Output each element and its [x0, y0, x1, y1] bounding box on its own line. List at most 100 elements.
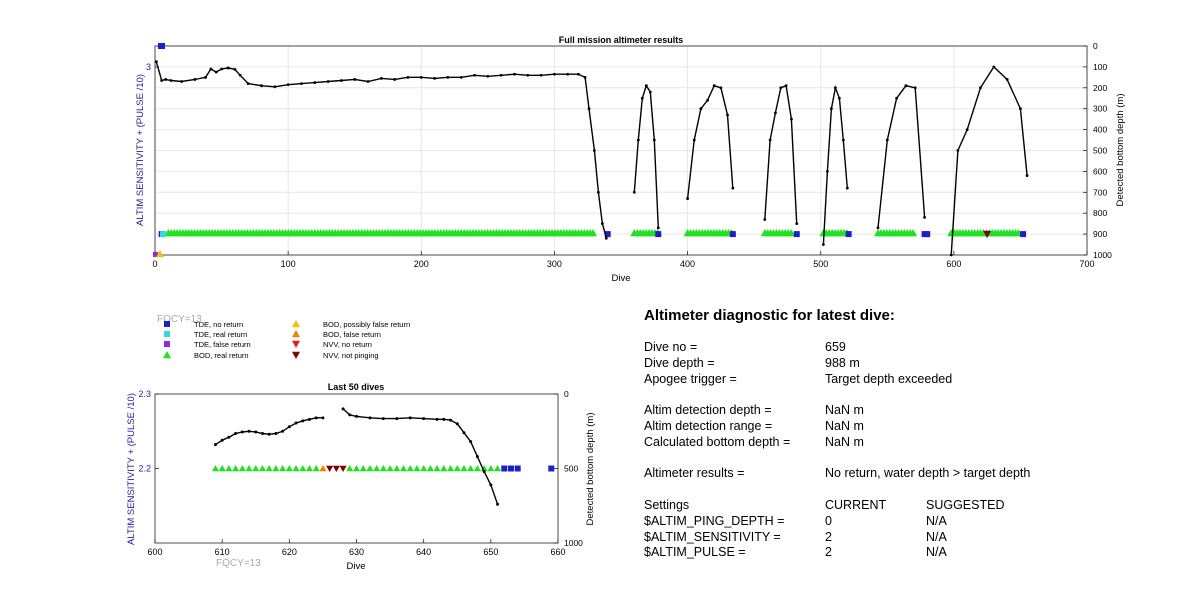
legend-item: BOD, false return — [292, 330, 381, 339]
depth-data-point — [473, 73, 476, 77]
depth-data-point — [833, 86, 837, 90]
bottom-x-tick-label: 620 — [282, 547, 297, 557]
depth-data-point — [273, 85, 277, 89]
depth-data-point — [314, 416, 318, 420]
nvv-not-pinging-marker — [332, 465, 340, 472]
bod-real-return-marker — [353, 465, 360, 472]
depth-data-point — [829, 107, 833, 111]
depth-data-point — [254, 430, 258, 434]
top-left-y-axis-label: ALTIM SENSITIVITY + (PULSE /10) — [135, 74, 146, 226]
depth-data-point — [307, 417, 311, 421]
depth-data-point — [287, 425, 291, 429]
depth-data-point — [220, 67, 223, 71]
depth-data-point — [226, 66, 230, 70]
tde-no-return-marker — [1020, 231, 1027, 238]
depth-data-point — [300, 82, 303, 86]
depth-data-point — [583, 75, 587, 79]
depth-data-point — [294, 421, 298, 425]
bottom-fqcy-label: FQCY=13 — [216, 558, 261, 569]
top-x-tick-label: 600 — [946, 259, 961, 269]
depth-data-point — [286, 83, 290, 87]
top-right-y-tick-label: 600 — [1093, 166, 1107, 176]
bod-real-return-marker — [453, 465, 461, 472]
legend-label: TDE, false return — [194, 340, 251, 349]
bod-real-return-marker — [312, 465, 320, 472]
depth-data-point — [449, 418, 453, 422]
depth-data-point — [885, 138, 889, 142]
depth-data-point — [774, 111, 777, 115]
depth-data-point — [648, 90, 652, 94]
tde-no-return-marker — [845, 231, 852, 238]
depth-data-point — [368, 416, 372, 420]
bod-real-return-marker — [305, 465, 313, 472]
top-left-y-tick-label: 3 — [146, 62, 151, 72]
legend-label: TDE, no return — [194, 320, 243, 329]
depth-data-point — [731, 186, 735, 190]
diagnostic-row: Altim detection depth = NaN m — [644, 403, 1164, 419]
depth-data-point — [274, 431, 278, 435]
depth-data-point — [260, 431, 264, 435]
depth-data-point — [763, 218, 767, 221]
bod-real-return-marker — [433, 465, 441, 472]
depth-data-point — [587, 107, 591, 111]
depth-data-point — [949, 253, 953, 257]
top-chart-title: Full mission altimeter results — [559, 35, 684, 45]
bod-real-return-marker — [292, 465, 300, 472]
top-x-tick-label: 200 — [414, 259, 429, 269]
depth-data-point — [214, 70, 218, 74]
altimeter-diagnostic-panel: Altimeter diagnostic for latest dive: Di… — [644, 307, 1164, 561]
depth-data-point — [632, 190, 636, 194]
depth-data-point — [422, 417, 426, 421]
diagnostic-key: Altim detection range = — [644, 418, 773, 433]
diagnostic-value: CURRENT — [825, 497, 887, 512]
bod-real-return-marker — [252, 465, 260, 472]
bod-real-return-marker — [299, 465, 307, 472]
diagnostic-spacer — [644, 387, 1164, 403]
depth-series-line — [877, 84, 926, 228]
depth-data-point — [539, 73, 543, 77]
diagnostic-value: 2 — [825, 545, 832, 560]
diagnostic-key: Altim detection depth = — [644, 403, 772, 418]
legend-item: TDE, no return — [164, 320, 243, 329]
depth-data-point — [469, 440, 473, 444]
depth-data-point — [845, 186, 849, 190]
bottom-left-y-tick-label: 2.3 — [138, 389, 151, 399]
top-x-tick-label: 400 — [680, 259, 695, 269]
depth-data-point — [686, 197, 689, 200]
bottom-right-y-tick-label: 0 — [564, 389, 569, 399]
depth-data-point — [825, 170, 829, 173]
diagnostic-suggested-value: SUGGESTED — [926, 497, 1005, 512]
bod-possibly-false-marker — [156, 250, 164, 258]
depth-series-line — [764, 84, 798, 224]
depth-data-point — [193, 78, 197, 81]
legend-triangle-marker — [292, 330, 300, 338]
diagnostic-key: $ALTIM_SENSITIVITY = — [644, 529, 781, 544]
diagnostic-row: Apogee trigger = Target depth exceeded — [644, 372, 1164, 388]
tde-false-return-marker — [153, 252, 158, 257]
legend-item: BOD, possibly false return — [292, 320, 410, 329]
diagnostic-key: $ALTIM_PULSE = — [644, 545, 746, 560]
depth-data-point — [180, 80, 184, 83]
depth-data-point — [267, 432, 271, 436]
legend-triangle-marker — [292, 320, 300, 328]
diagnostic-row: Dive no = 659 — [644, 340, 1164, 356]
bod-real-return-marker — [373, 465, 381, 472]
top-right-y-tick-label: 0 — [1093, 41, 1098, 51]
nvv-not-pinging-marker — [983, 230, 992, 239]
depth-data-point — [433, 76, 436, 80]
diagnostic-row: Settings CURRENT SUGGESTED — [644, 498, 1164, 514]
legend-square-marker — [164, 341, 170, 347]
depth-data-point — [238, 73, 242, 77]
depth-data-point — [837, 96, 841, 100]
depth-data-point — [313, 81, 317, 84]
depth-data-point — [913, 86, 917, 90]
depth-data-point — [576, 72, 580, 76]
bod-real-return-marker — [494, 465, 502, 472]
diagnostic-value: Target depth exceeded — [825, 371, 953, 386]
diagnostic-key: Settings — [644, 497, 690, 512]
bod-real-return-marker — [285, 465, 293, 472]
bod-real-return-marker — [272, 465, 280, 472]
chart-marks-layer: 0 100 200 300 400 500 600 700010020030040050060… — [138, 41, 1112, 557]
